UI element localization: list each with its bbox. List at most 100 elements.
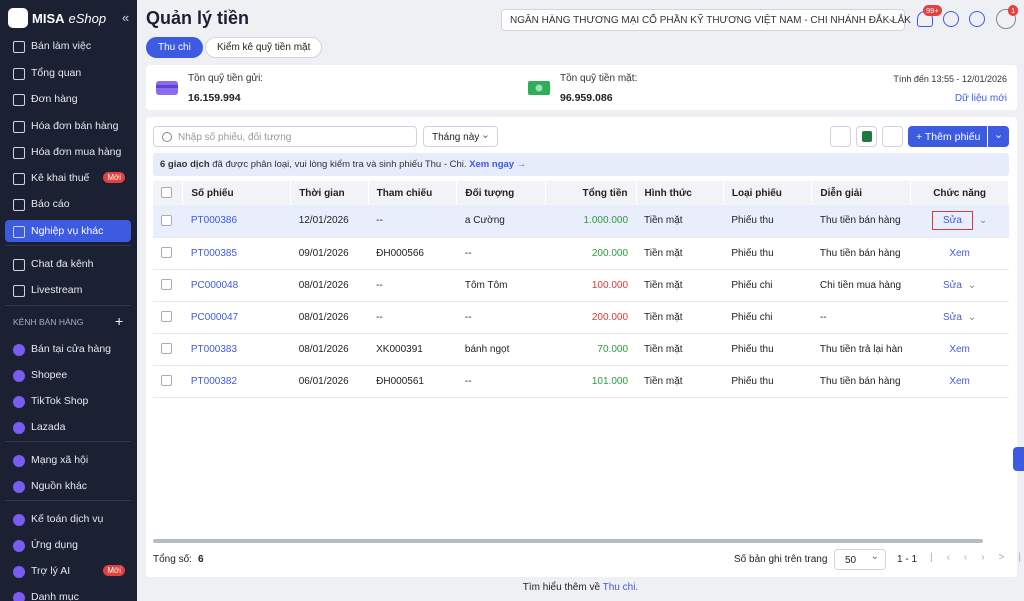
tab[interactable]: Kiểm kê quỹ tiền mặt xyxy=(205,37,322,58)
row-select[interactable] xyxy=(153,237,183,269)
row-select[interactable] xyxy=(153,365,183,397)
row-select[interactable] xyxy=(153,301,183,333)
cell: -- xyxy=(457,301,546,333)
menu-item[interactable]: Chat đa kênh xyxy=(5,253,131,275)
voucher-link[interactable]: PT000386 xyxy=(183,205,291,237)
menu-label: TikTok Shop xyxy=(31,395,88,407)
collapse-button[interactable]: « xyxy=(122,10,129,25)
select-all[interactable] xyxy=(153,181,183,205)
menu-item[interactable]: Tổng quan xyxy=(5,62,131,84)
table-row[interactable]: PT00038509/01/2026ĐH000566--200.000Tiền … xyxy=(153,237,1009,269)
action-button[interactable]: Xem xyxy=(949,344,970,355)
logo-suffix: eShop xyxy=(69,11,107,26)
action-button[interactable]: Xem xyxy=(949,248,970,259)
avatar-badge: 1 xyxy=(1008,5,1018,16)
banner-link[interactable]: Xem ngay → xyxy=(469,159,526,170)
voucher-link[interactable]: PT000382 xyxy=(183,365,291,397)
column-header: Tham chiếu xyxy=(368,181,457,205)
learn-link[interactable]: Thu chi. xyxy=(603,582,639,593)
action-menu[interactable]: ⌄ xyxy=(968,312,976,323)
add-menu-button[interactable]: ⌄ xyxy=(988,126,1009,147)
cell: Phiếu thu xyxy=(723,333,812,365)
menu-item[interactable]: Hóa đơn mua hàng xyxy=(5,141,131,163)
menu-label: Bán tại cửa hàng xyxy=(31,343,111,355)
menu-item[interactable]: TikTok Shop xyxy=(5,390,131,412)
action-button[interactable]: Sửa xyxy=(932,211,973,230)
table-row[interactable]: PT00038308/01/2026XK000391bánh ngọt70.00… xyxy=(153,333,1009,365)
action-label: Sửa xyxy=(943,215,962,226)
row-actions: Xem xyxy=(911,365,1009,397)
banner-text: đã được phân loại, vui lòng kiểm tra và … xyxy=(212,159,466,170)
menu-item[interactable]: Hóa đơn bán hàng xyxy=(5,115,131,137)
action-button[interactable]: Sửa xyxy=(943,312,962,323)
action-label: Xem xyxy=(949,376,970,387)
menu-item[interactable]: Đơn hàng xyxy=(5,88,131,110)
menu-item[interactable]: Shopee xyxy=(5,364,131,386)
action-menu[interactable]: ⌄ xyxy=(979,215,987,226)
cell: 12/01/2026 xyxy=(291,205,368,237)
menu-label: Tổng quan xyxy=(31,67,81,79)
menu-item[interactable]: Trợ lý AIMới xyxy=(5,560,131,582)
row-select[interactable] xyxy=(153,269,183,301)
cell: 70.000 xyxy=(546,333,637,365)
menu-item[interactable]: Bán tại cửa hàng xyxy=(5,338,131,360)
action-button[interactable]: Sửa xyxy=(943,280,962,291)
logo[interactable]: MISAeShop xyxy=(8,8,106,28)
menu-item[interactable]: Livestream xyxy=(5,279,131,301)
menu-item[interactable]: Bán làm việc xyxy=(5,35,131,57)
page-size-select[interactable]: 50 xyxy=(834,549,886,570)
reload-button[interactable] xyxy=(830,126,851,147)
table-row[interactable]: PT00038612/01/2026--a Cường1.000.000Tiền… xyxy=(153,205,1009,237)
cell: 101.000 xyxy=(546,365,637,397)
sidebar-separator xyxy=(5,305,131,306)
side-toggle[interactable] xyxy=(1013,447,1024,471)
menu-item[interactable]: Báo cáo xyxy=(5,193,131,215)
more-icon[interactable] xyxy=(969,11,985,27)
column-header: Thời gian xyxy=(291,181,368,205)
menu-label: Hóa đơn mua hàng xyxy=(31,146,121,158)
refresh-link[interactable]: Dữ liệu mới xyxy=(955,93,1007,104)
list-panel: Nhập số phiếu, đối tượng Tháng này + Thê… xyxy=(146,117,1017,577)
voucher-link[interactable]: PC000048 xyxy=(183,269,291,301)
voucher-link[interactable]: PC000047 xyxy=(183,301,291,333)
tab[interactable]: Thu chi xyxy=(146,37,203,58)
cell: Tiền mặt xyxy=(636,237,723,269)
add-channel[interactable]: + xyxy=(115,313,123,329)
add-button[interactable]: + Thêm phiếu xyxy=(908,126,987,147)
action-button[interactable]: Xem xyxy=(949,376,970,387)
row-actions: Sửa ⌄ xyxy=(911,301,1009,333)
menu-item[interactable]: Lazada xyxy=(5,416,131,438)
search-input[interactable]: Nhập số phiếu, đối tượng xyxy=(153,126,417,147)
row-select[interactable] xyxy=(153,333,183,365)
bank-select[interactable]: NGÂN HÀNG THƯƠNG MẠI CỔ PHẦN KỸ THƯƠNG V… xyxy=(501,9,905,31)
menu-label: Chat đa kênh xyxy=(31,258,93,270)
voucher-link[interactable]: PT000383 xyxy=(183,333,291,365)
menu-item[interactable]: Nguồn khác xyxy=(5,475,131,497)
menu-item[interactable]: Kế toán dịch vụ xyxy=(5,508,131,530)
menu-label: Đơn hàng xyxy=(31,93,78,105)
cell: Thu tiền bán hàng xyxy=(812,205,911,237)
help-icon[interactable] xyxy=(943,11,959,27)
scrollbar[interactable] xyxy=(153,539,983,543)
row-select[interactable] xyxy=(153,205,183,237)
period-select[interactable]: Tháng này xyxy=(423,126,498,147)
menu-item[interactable]: Mạng xã hội xyxy=(5,449,131,471)
table-row[interactable]: PC00004708/01/2026----200.000Tiền mặtPhi… xyxy=(153,301,1009,333)
excel-button[interactable] xyxy=(856,126,877,147)
voucher-link[interactable]: PT000385 xyxy=(183,237,291,269)
menu-label: Nghiệp vụ khác xyxy=(31,225,103,237)
cell: -- xyxy=(368,301,457,333)
action-menu[interactable]: ⌄ xyxy=(968,280,976,291)
table-row[interactable]: PT00038206/01/2026ĐH000561--101.000Tiền … xyxy=(153,365,1009,397)
menu-item[interactable]: Kê khai thuếMới xyxy=(5,167,131,189)
menu-item[interactable]: Ứng dụng xyxy=(5,534,131,556)
cell: Tiền mặt xyxy=(636,269,723,301)
table-row[interactable]: PC00004808/01/2026--Tôm Tôm100.000Tiền m… xyxy=(153,269,1009,301)
menu-label: Mạng xã hội xyxy=(31,454,88,466)
print-button[interactable] xyxy=(882,126,903,147)
cell: Phiếu chi xyxy=(723,269,812,301)
column-header: Hình thức xyxy=(636,181,723,205)
menu-item[interactable]: Nghiệp vụ khác xyxy=(5,220,131,242)
pager-buttons[interactable]: |‹‹›>| xyxy=(930,552,1024,563)
